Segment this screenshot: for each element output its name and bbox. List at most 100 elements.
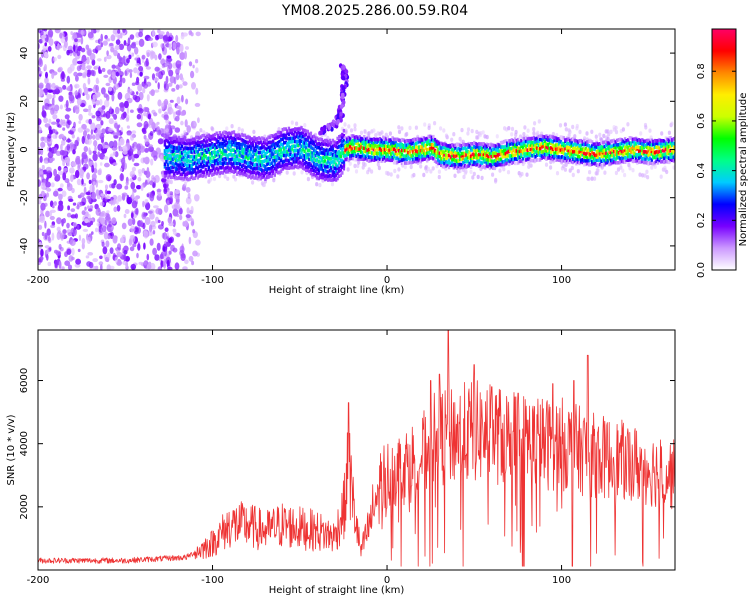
spectrogram-track-cell <box>506 147 509 151</box>
spectrogram-track-cell <box>638 160 641 164</box>
spectrogram-track-cell <box>562 151 565 155</box>
spectrogram-noise-cell <box>122 29 126 33</box>
spectrogram-track-cell <box>542 150 545 154</box>
spectrogram-track-cell <box>567 148 570 153</box>
spectrogram-track-cell <box>168 154 171 158</box>
spectrogram-track-cell <box>531 144 534 149</box>
spectrogram-track-cell <box>180 167 184 171</box>
spectrogram-track-cell <box>210 153 214 158</box>
spectrogram-track-cell <box>361 146 364 150</box>
spectrogram-track-cell <box>333 166 336 171</box>
spectrogram-track-cell <box>223 143 226 147</box>
spectrogram-track-cell <box>546 143 550 147</box>
spectrogram-noise-cell <box>136 113 142 120</box>
spectrogram-track-cell <box>586 151 589 155</box>
spectrogram-track-cell <box>353 141 357 145</box>
spectrogram-noise-cell <box>38 218 41 223</box>
spectrogram-noise-cell <box>65 36 68 42</box>
spectrogram-track-cell <box>284 154 287 158</box>
spectrogram-noise-cell <box>93 266 96 270</box>
spectrogram-track-cell <box>232 165 236 170</box>
spectrogram-noise-cell <box>66 143 71 151</box>
spectrogram-track-cell <box>297 151 300 156</box>
spectrogram-noise-cell <box>149 180 154 186</box>
spectrogram-track-cell <box>592 142 595 146</box>
spectrogram-track-cell <box>301 158 305 163</box>
spectrogram-track-cell <box>559 155 562 160</box>
spectrogram-track-cell <box>616 138 619 143</box>
spectrogram-track-cell <box>199 169 203 173</box>
spectrogram-track-cell <box>598 162 602 167</box>
spectrogram-track-cell <box>273 133 276 138</box>
spectrogram-track-cell <box>447 153 451 158</box>
spectrogram-track-cell <box>176 171 179 175</box>
spectrogram-track-cell <box>484 151 487 156</box>
spectrogram-track-cell <box>421 157 424 162</box>
spectrogram-noise-cell <box>95 110 101 117</box>
spectrogram-track-cell <box>234 169 237 173</box>
spectrogram-halo-cell <box>549 159 553 165</box>
spectrogram-track-cell <box>471 146 474 151</box>
spectrogram-track-cell <box>568 138 572 143</box>
spectrogram-track-cell <box>336 171 339 176</box>
spectrogram-track-cell <box>471 156 474 160</box>
spectrogram-track-cell <box>573 159 576 163</box>
spectrogram-noise-cell <box>95 123 102 130</box>
spectrogram-track-cell <box>652 147 655 151</box>
spectrogram-track-cell <box>275 132 278 137</box>
spectrogram-track-cell <box>402 148 405 153</box>
spectrogram-noise-cell <box>136 54 140 59</box>
spectrogram-halo-cell <box>306 176 310 182</box>
spectrogram-track-cell <box>344 135 347 140</box>
spectrogram-track-cell <box>627 158 630 162</box>
spectrogram-track-cell <box>261 142 264 147</box>
spectrogram-track-cell <box>432 139 435 143</box>
spectrogram-track-cell <box>182 170 185 175</box>
spectrogram-track-cell <box>305 168 308 172</box>
spectrogram-track-cell <box>314 169 317 174</box>
spectrogram-track-cell <box>656 157 660 162</box>
spectrogram-track-cell <box>250 141 253 146</box>
spectrogram-track-cell <box>411 149 415 154</box>
spectrogram-noise-cell <box>91 231 94 235</box>
spectrogram-track-cell <box>328 168 331 173</box>
spectrogram-track-cell <box>485 157 488 162</box>
spectrogram-noise-cell <box>158 31 165 35</box>
spectrogram-track-cell <box>587 144 591 148</box>
spectrogram-track-cell <box>539 149 542 154</box>
spectrogram-track-cell <box>480 156 484 160</box>
spectrogram-track-cell <box>328 164 331 169</box>
spectrogram-track-cell <box>661 159 664 164</box>
spectrogram-track-cell <box>363 142 366 146</box>
spectrogram-track-cell <box>385 154 388 159</box>
spectrogram-track-cell <box>432 146 435 150</box>
spectrogram-track-cell <box>301 166 305 170</box>
spectrogram-track-cell <box>330 168 333 173</box>
spectrogram-noise-cell <box>129 146 135 153</box>
spectrogram-track-cell <box>265 142 269 146</box>
spectrogram-track-cell <box>298 134 302 138</box>
spectrogram-track-cell <box>641 142 644 146</box>
spectrogram-track-cell <box>396 152 399 157</box>
spectrogram-track-cell <box>312 161 316 166</box>
spectrogram-halo-cell <box>471 175 475 180</box>
spectrogram-noise-cell <box>107 252 111 259</box>
spectrogram-track-cell <box>279 131 283 135</box>
spectrogram-track-cell <box>290 131 294 136</box>
spectrogram-track-cell <box>250 147 253 152</box>
spectrogram-track-cell <box>437 154 440 158</box>
spectrogram-noise-cell <box>81 242 85 250</box>
spectrogram-track-cell <box>462 146 465 151</box>
spectrogram-track-cell <box>410 142 413 146</box>
spectrogram-track-cell <box>349 136 352 141</box>
spectrogram-track-cell <box>202 173 206 177</box>
spectrogram-track-cell <box>603 162 606 167</box>
spectrogram-track-cell <box>218 165 221 170</box>
spectrogram-halo-cell <box>363 162 367 167</box>
spectrogram-track-cell <box>327 174 330 179</box>
spectrogram-halo-cell <box>476 174 480 180</box>
spectrogram-rising-cell <box>319 130 323 136</box>
spectrogram-track-cell <box>182 163 185 168</box>
spectrogram-track-cell <box>413 143 416 147</box>
